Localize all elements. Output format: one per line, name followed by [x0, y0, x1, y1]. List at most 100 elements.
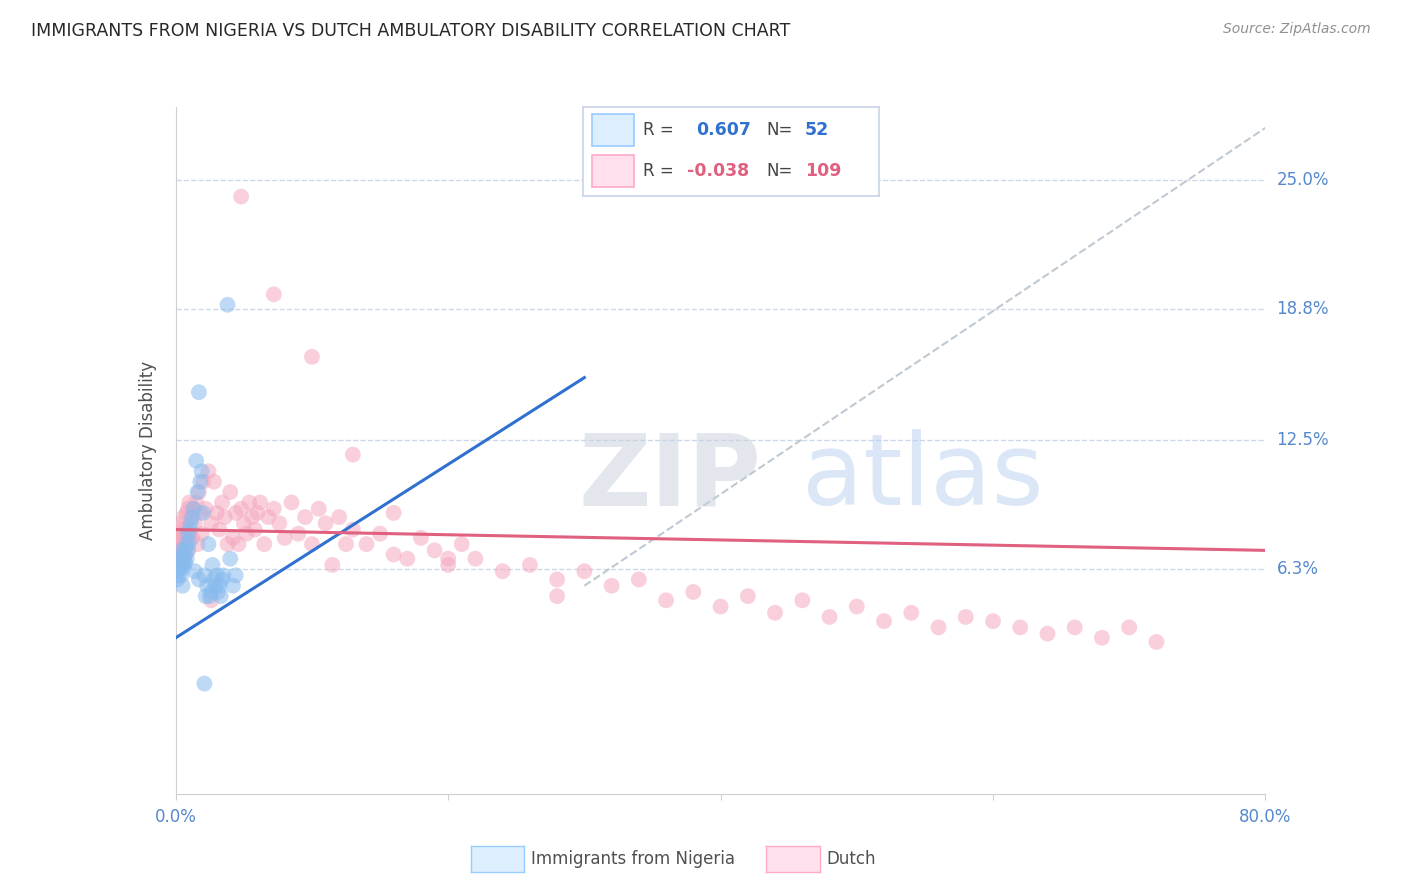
Point — [179, 523, 201, 537]
Point — [274, 531, 297, 545]
Point — [519, 558, 541, 572]
Point — [186, 537, 209, 551]
Point — [197, 464, 219, 478]
Point — [183, 501, 205, 516]
Point — [194, 589, 217, 603]
Point — [253, 537, 276, 551]
Point — [181, 510, 204, 524]
Point — [219, 485, 242, 500]
Point — [231, 189, 253, 203]
Point — [308, 501, 330, 516]
Point — [180, 510, 202, 524]
Point — [217, 298, 239, 312]
Point — [231, 501, 253, 516]
Text: 109: 109 — [804, 162, 841, 180]
Point — [1010, 620, 1032, 634]
Point — [342, 523, 364, 537]
Point — [191, 506, 214, 520]
Point — [170, 523, 193, 537]
Point — [200, 516, 222, 531]
Point — [172, 558, 194, 572]
Point — [928, 620, 950, 634]
Point — [173, 551, 195, 566]
Point — [217, 537, 239, 551]
Point — [167, 558, 190, 572]
Point — [792, 593, 814, 607]
Point — [955, 610, 977, 624]
Point — [228, 537, 250, 551]
Point — [627, 573, 650, 587]
Point — [188, 506, 211, 520]
Point — [169, 526, 191, 541]
FancyBboxPatch shape — [592, 114, 634, 146]
Point — [172, 516, 194, 531]
Text: ZIP: ZIP — [579, 429, 762, 526]
Point — [437, 558, 460, 572]
Point — [195, 579, 218, 593]
Point — [170, 543, 193, 558]
Point — [187, 385, 209, 400]
Point — [187, 485, 209, 500]
Point — [194, 501, 217, 516]
FancyBboxPatch shape — [592, 155, 634, 187]
Point — [211, 573, 233, 587]
Point — [280, 495, 302, 509]
Point — [214, 510, 236, 524]
Point — [167, 551, 190, 566]
Point — [235, 526, 257, 541]
Point — [873, 614, 896, 628]
Point — [1063, 620, 1085, 634]
Point — [219, 551, 242, 566]
Point — [423, 543, 446, 558]
Point — [176, 506, 198, 520]
Point — [179, 526, 201, 541]
Text: 52: 52 — [804, 121, 830, 139]
Point — [173, 560, 195, 574]
Point — [177, 501, 200, 516]
Text: atlas: atlas — [803, 429, 1043, 526]
Point — [188, 475, 211, 489]
Point — [1091, 631, 1114, 645]
Text: R =: R = — [643, 121, 673, 139]
Point — [763, 606, 786, 620]
Point — [356, 537, 378, 551]
Point — [200, 585, 222, 599]
Point — [225, 506, 247, 520]
Point — [382, 506, 405, 520]
Point — [181, 531, 204, 545]
Point — [176, 551, 198, 566]
Point — [179, 535, 201, 549]
Point — [818, 610, 841, 624]
Text: 0.607: 0.607 — [696, 121, 751, 139]
Point — [328, 510, 350, 524]
Point — [222, 531, 245, 545]
Point — [1118, 620, 1140, 634]
Point — [177, 543, 200, 558]
Point — [167, 568, 190, 582]
Point — [172, 579, 194, 593]
Point — [450, 537, 472, 551]
Point — [257, 510, 280, 524]
Point — [204, 579, 226, 593]
Point — [179, 495, 201, 509]
Point — [169, 562, 191, 576]
Point — [211, 495, 233, 509]
Point — [335, 537, 357, 551]
Text: R =: R = — [643, 162, 673, 180]
Point — [574, 564, 596, 578]
Point — [382, 548, 405, 562]
Text: Dutch: Dutch — [827, 850, 876, 868]
Point — [186, 485, 209, 500]
Point — [232, 516, 254, 531]
Point — [212, 568, 235, 582]
Point — [208, 523, 231, 537]
Point — [198, 589, 221, 603]
Point — [191, 475, 214, 489]
Point — [184, 516, 207, 531]
Point — [173, 510, 195, 524]
Point — [225, 568, 247, 582]
Point — [193, 676, 215, 690]
Point — [437, 551, 460, 566]
Point — [209, 589, 232, 603]
Point — [263, 287, 285, 301]
